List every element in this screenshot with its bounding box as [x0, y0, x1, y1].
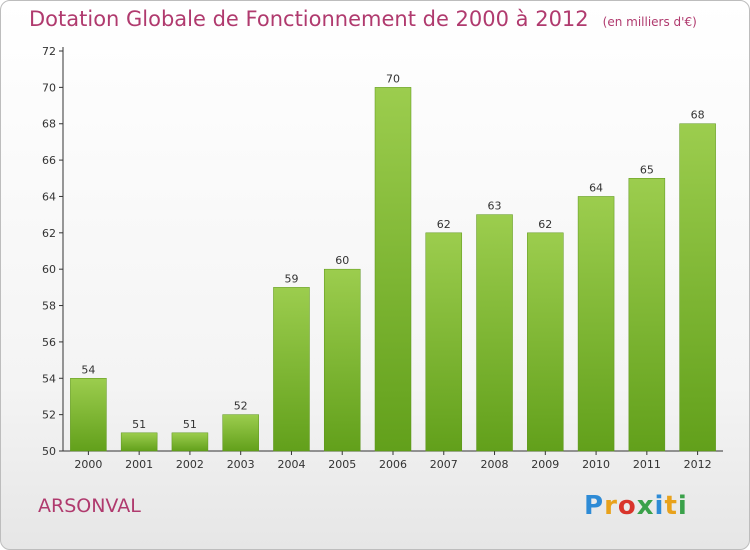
x-tick-label: 2005 [328, 458, 356, 471]
chart-unit: (en milliers d'€) [602, 15, 697, 29]
x-tick-label: 2002 [176, 458, 204, 471]
x-tick-label: 2001 [125, 458, 153, 471]
chart-title-block: Dotation Globale de Fonctionnement de 20… [29, 7, 697, 31]
y-tick-label: 60 [42, 263, 56, 276]
logo-letter: t [664, 491, 678, 521]
logo-letter: P [584, 491, 605, 521]
logo-letter: i [677, 491, 688, 521]
y-tick-label: 50 [42, 445, 56, 458]
x-tick-label: 2007 [430, 458, 458, 471]
bar [120, 432, 158, 452]
bar [374, 87, 412, 452]
data-label: 51 [132, 418, 146, 431]
bar [70, 378, 107, 452]
bar [476, 214, 513, 452]
y-tick-label: 66 [42, 154, 56, 167]
data-label: 68 [691, 109, 705, 122]
data-label: 51 [183, 418, 197, 431]
data-label: 62 [538, 218, 552, 231]
data-label: 54 [81, 363, 95, 376]
x-tick-label: 2009 [531, 458, 559, 471]
x-tick-label: 2011 [633, 458, 661, 471]
y-tick-label: 64 [42, 190, 56, 203]
y-tick-label: 68 [42, 118, 56, 131]
y-tick-label: 58 [42, 300, 56, 313]
bar [628, 178, 666, 452]
x-tick-label: 2000 [74, 458, 102, 471]
bar [679, 123, 716, 452]
bar [171, 432, 209, 452]
x-tick-label: 2008 [481, 458, 509, 471]
y-tick-label: 62 [42, 227, 56, 240]
logo-letter: r [604, 491, 618, 521]
data-label: 70 [386, 72, 400, 85]
data-label: 62 [437, 218, 451, 231]
bar [577, 196, 615, 452]
data-label: 65 [640, 163, 654, 176]
x-tick-label: 2006 [379, 458, 407, 471]
y-tick-label: 54 [42, 372, 56, 385]
x-tick-label: 2010 [582, 458, 610, 471]
x-tick-label: 2004 [277, 458, 305, 471]
logo-letter: i [654, 491, 665, 521]
logo-letter: o [617, 491, 637, 521]
bar [527, 232, 564, 452]
y-tick-label: 72 [42, 45, 56, 58]
data-label: 63 [488, 200, 502, 213]
data-label: 64 [589, 181, 603, 194]
y-tick-label: 52 [42, 409, 56, 422]
data-label: 60 [335, 254, 349, 267]
bar [222, 414, 259, 452]
y-tick-label: 70 [42, 81, 56, 94]
x-tick-label: 2012 [684, 458, 712, 471]
y-tick-label: 56 [42, 336, 56, 349]
data-label: 52 [234, 400, 248, 413]
data-label: 59 [284, 272, 298, 285]
bar [425, 232, 463, 452]
proxiti-logo: Proxiti [584, 491, 688, 521]
bar [273, 287, 310, 452]
logo-letter: x [636, 491, 655, 521]
bar [323, 268, 361, 452]
chart-title: Dotation Globale de Fonctionnement de 20… [29, 7, 589, 31]
commune-name: ARSONVAL [38, 495, 141, 517]
x-tick-label: 2003 [227, 458, 255, 471]
